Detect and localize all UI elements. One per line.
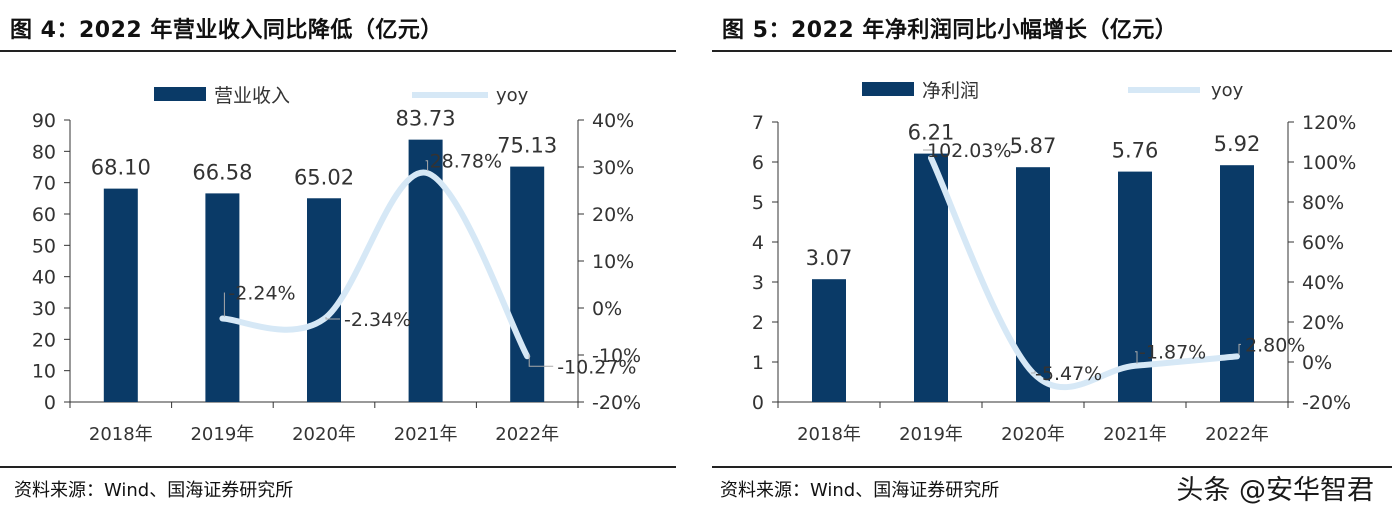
yoy-label-leader [325,316,340,320]
yoy-value-label: -2.24% [228,283,295,305]
bar-value-label: 5.87 [1010,134,1057,158]
source-note: 资料来源：Wind、国海证券研究所 [720,480,1000,501]
right-axis-tick-label: 30% [592,157,634,179]
bar-value-label: 3.07 [806,246,853,270]
source-note: 资料来源：Wind、国海证券研究所 [14,480,294,501]
legend-line-label: yoy [496,85,529,106]
left-axis-tick-label: 0 [752,392,764,414]
title-divider [712,50,1392,52]
yoy-value-label: -5.47% [1035,363,1102,385]
right-axis-tick-label: 40% [592,110,634,132]
right-axis-tick-label: 60% [1302,232,1344,254]
bar-value-label: 5.92 [1214,132,1261,156]
revenue-chart: 0 10 20 30 40 50 60 70 80 90 -20% -10% 0% 10% 20% 30% 40… [32,85,641,445]
right-axis-tick-label: 0% [592,298,622,320]
chart-title: 图 4：2022 年营业收入同比降低（亿元） [10,18,443,43]
left-axis-tick-label: 10 [32,361,56,383]
x-axis-tick-label: 2019年 [190,424,254,445]
left-axis-tick-label: 50 [32,235,56,257]
net-profit-chart-panel: 图 5：2022 年净利润同比小幅增长（亿元） 0 1 2 3 4 5 6 7 -20% 0% 20… [712,0,1392,514]
right-axis-tick-label: 100% [1302,152,1356,174]
bar-value-label: 68.10 [91,156,151,180]
right-axis-tick-label: 10% [592,251,634,273]
revenue-chart-panel: 图 4：2022 年营业收入同比降低（亿元） 0 10 20 30 40 50 60 70 80… [0,0,676,514]
left-axis-tick-label: 90 [32,110,56,132]
net-profit-chart: 0 1 2 3 4 5 6 7 -20% 0% 20% 40% 60% 80% 100% 120% 2018年 2… [752,80,1356,445]
left-axis-tick-label: 30 [32,298,56,320]
yoy-label-leader [528,354,554,367]
yoy-label-leader [425,160,429,171]
legend-bar-label: 营业收入 [214,85,290,107]
bar-value-label: 75.13 [497,134,557,158]
right-axis-tick-label: -20% [592,392,641,414]
yoy-value-label: 2.80% [1245,334,1305,356]
x-axis-tick-label: 2020年 [292,424,356,445]
left-axis-tick-label: 0 [44,392,56,414]
right-axis-tick-label: 20% [592,204,634,226]
right-axis-tick-label: 120% [1302,112,1356,134]
bar-value-label: 6.21 [908,121,955,145]
left-axis-tick-label: 40 [32,267,56,289]
yoy-line [928,154,1240,391]
bar-value-label: 83.73 [396,107,456,131]
left-axis-tick-label: 60 [32,204,56,226]
legend-line-label: yoy [1211,80,1244,101]
yoy-value-label: -1.87% [1139,342,1206,364]
x-axis-tick-label: 2022年 [1205,424,1269,445]
right-axis-tick-label: 40% [1302,272,1344,294]
watermark-text: 头条 @安华智君 [1176,475,1374,506]
right-axis-tick-label: -10% [592,345,641,367]
right-axis-tick-label: 20% [1302,312,1344,334]
left-axis-tick-label: 80 [32,141,56,163]
x-axis-tick-label: 2018年 [797,424,861,445]
x-axis-tick-label: 2021年 [394,424,458,445]
left-axis-tick-label: 2 [752,312,764,334]
legend-bar-label: 净利润 [922,80,979,102]
left-axis-tick-label: 7 [752,112,764,134]
bar [812,279,846,402]
legend-bar-swatch [154,87,206,101]
x-axis-tick-label: 2020年 [1001,424,1065,445]
x-axis-tick-label: 2019年 [899,424,963,445]
right-axis-tick-label: -20% [1302,392,1351,414]
title-divider [0,50,676,52]
yoy-label-leader [1031,370,1036,374]
left-axis-tick-label: 4 [752,232,764,254]
bar-value-label: 65.02 [294,165,354,189]
bar [205,193,240,402]
x-axis-tick-label: 2022年 [495,424,559,445]
x-axis-tick-label: 2021年 [1103,424,1167,445]
bar [510,166,545,402]
left-axis-tick-label: 20 [32,329,56,351]
left-axis-tick-label: 6 [752,152,764,174]
yoy-label-leader [923,149,934,156]
yoy-value-label: 28.78% [430,151,502,173]
right-axis-tick-label: 0% [1302,352,1332,374]
bar [1220,165,1254,402]
bar [307,198,341,402]
left-axis-tick-label: 70 [32,173,56,195]
bar [103,188,138,402]
yoy-label-leader [1135,351,1138,364]
bar [914,153,948,402]
footer-divider [0,466,676,468]
yoy-line [219,169,531,360]
bar-value-label: 5.76 [1112,139,1159,163]
bar [408,139,443,402]
yoy-value-label: 102.03% [927,140,1012,162]
right-axis-tick-label: 80% [1302,192,1344,214]
left-axis-tick-label: 1 [752,352,764,374]
bar-value-label: 66.58 [192,160,252,184]
chart-title: 图 5：2022 年净利润同比小幅增长（亿元） [722,18,1178,43]
left-axis-tick-label: 3 [752,272,764,294]
yoy-value-label: -2.34% [344,309,411,331]
left-axis-tick-label: 5 [752,192,764,214]
footer-divider [712,466,1392,468]
yoy-value-label: -10.27% [557,356,636,378]
legend-bar-swatch [862,82,914,96]
yoy-label-leader [1238,343,1241,355]
x-axis-tick-label: 2018年 [89,424,153,445]
